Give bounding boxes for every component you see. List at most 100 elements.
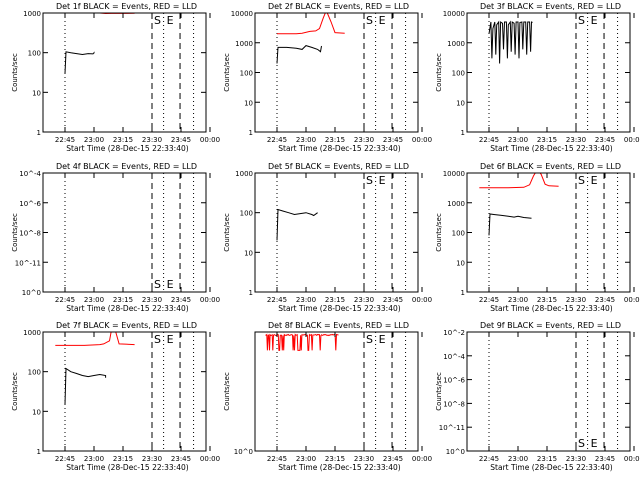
x-tick-label: 23:30 bbox=[142, 296, 162, 304]
x-tick-label: 22:45 bbox=[267, 455, 287, 463]
series-lld-line bbox=[277, 13, 345, 35]
x-tick-label: 23:45 bbox=[595, 296, 615, 304]
x-tick-label: 00:00 bbox=[624, 296, 640, 304]
y-tick-label: 10^-4 bbox=[443, 353, 465, 361]
y-axis-label: Counts/sec bbox=[435, 53, 443, 92]
panel-3: Det 3f BLACK = Events, RED = LLD 1 10 100 10… bbox=[435, 2, 640, 153]
start-marker-label: S bbox=[154, 14, 161, 27]
series-events-line bbox=[276, 208, 318, 241]
start-marker-label: S bbox=[154, 333, 161, 346]
x-tick-label: 23:00 bbox=[508, 455, 528, 463]
x-tick-label: 22:45 bbox=[55, 455, 75, 463]
x-axis-label: Start Time (28-Dec-15 22:33:40) bbox=[278, 304, 400, 313]
y-tick-label: 10^-2 bbox=[443, 329, 465, 337]
x-tick-label: 23:15 bbox=[325, 296, 345, 304]
x-tick-label: 23:30 bbox=[142, 455, 162, 463]
series-lld-line bbox=[55, 332, 135, 346]
x-tick-label: 23:00 bbox=[508, 136, 528, 144]
x-tick-label: 23:45 bbox=[383, 455, 403, 463]
y-tick-label: 1000 bbox=[23, 10, 41, 18]
y-axis-label: Counts/sec bbox=[435, 372, 443, 411]
y-tick-label: 1 bbox=[249, 289, 253, 297]
x-tick-label: 22:45 bbox=[479, 136, 499, 144]
y-tick-label: 100 bbox=[28, 369, 41, 377]
series-lld-line bbox=[265, 333, 339, 351]
x-tick-label: 23:00 bbox=[296, 296, 316, 304]
x-tick-label: 00:00 bbox=[412, 296, 432, 304]
y-tick-label: 1 bbox=[461, 289, 465, 297]
x-tick-label: 23:15 bbox=[113, 136, 133, 144]
y-tick-label: 10000 bbox=[231, 10, 253, 18]
end-marker-label: E bbox=[591, 437, 598, 450]
y-tick-label: 10000 bbox=[443, 170, 465, 178]
x-tick-label: 23:00 bbox=[296, 136, 316, 144]
x-tick-label: 00:00 bbox=[200, 296, 220, 304]
x-tick-label: 23:00 bbox=[84, 455, 104, 463]
x-tick-label: 23:30 bbox=[354, 136, 374, 144]
x-tick-label: 22:45 bbox=[55, 296, 75, 304]
x-tick-label: 23:00 bbox=[508, 296, 528, 304]
x-axis-label: Start Time (28-Dec-15 22:33:40) bbox=[490, 144, 612, 153]
panel-5: Det 5f BLACK = Events, RED = LLD 1 10 100 10… bbox=[223, 162, 432, 313]
y-tick-label: 100 bbox=[28, 50, 41, 58]
x-tick-label: 22:45 bbox=[267, 136, 287, 144]
x-tick-label: 23:30 bbox=[354, 296, 374, 304]
plot-frame bbox=[466, 172, 631, 293]
y-tick-label: 10^-11 bbox=[439, 424, 465, 432]
x-tick-label: 23:45 bbox=[595, 455, 615, 463]
series-events-line bbox=[64, 367, 107, 405]
end-marker-label: E bbox=[167, 278, 174, 291]
y-tick-label: 10^-8 bbox=[19, 230, 41, 238]
y-tick-label: 1 bbox=[461, 129, 465, 137]
x-tick-label: 00:00 bbox=[200, 136, 220, 144]
x-tick-label: 00:00 bbox=[200, 455, 220, 463]
start-marker-label: S bbox=[366, 14, 373, 27]
panel-title: Det 5f BLACK = Events, RED = LLD bbox=[268, 162, 409, 171]
start-marker-label: S bbox=[578, 437, 585, 450]
plot-frame bbox=[254, 172, 419, 293]
x-axis-label: Start Time (28-Dec-15 22:33:40) bbox=[66, 463, 188, 472]
x-tick-label: 00:00 bbox=[412, 136, 432, 144]
y-tick-label: 100 bbox=[452, 70, 465, 78]
series-events-line bbox=[488, 20, 533, 64]
y-tick-label: 100 bbox=[452, 230, 465, 238]
end-marker-label: E bbox=[167, 333, 174, 346]
x-tick-label: 22:45 bbox=[479, 455, 499, 463]
x-tick-label: 23:15 bbox=[113, 296, 133, 304]
x-tick-label: 00:00 bbox=[624, 136, 640, 144]
y-tick-label: 100 bbox=[240, 210, 253, 218]
panel-title: Det 3f BLACK = Events, RED = LLD bbox=[480, 2, 621, 11]
y-tick-label: 10^-8 bbox=[443, 400, 465, 408]
end-marker-label: E bbox=[591, 174, 598, 187]
y-axis-label: Counts/sec bbox=[11, 53, 19, 92]
x-tick-label: 23:30 bbox=[566, 296, 586, 304]
end-marker-label: E bbox=[379, 174, 386, 187]
y-axis-label: Counts/sec bbox=[435, 213, 443, 252]
x-tick-label: 23:15 bbox=[537, 136, 557, 144]
x-axis-label: Start Time (28-Dec-15 22:33:40) bbox=[278, 144, 400, 153]
x-tick-label: 22:45 bbox=[55, 136, 75, 144]
y-tick-label: 1000 bbox=[447, 200, 465, 208]
x-tick-label: 23:15 bbox=[325, 136, 345, 144]
y-tick-label: 10^0 bbox=[446, 448, 465, 456]
x-tick-label: 23:00 bbox=[84, 136, 104, 144]
plot-frame bbox=[466, 331, 631, 452]
x-tick-label: 22:45 bbox=[267, 296, 287, 304]
start-marker-label: S bbox=[154, 278, 161, 291]
x-tick-label: 23:45 bbox=[171, 455, 191, 463]
panel-2: Det 2f BLACK = Events, RED = LLD 1 10 100 10… bbox=[223, 2, 432, 153]
panel-9: Det 9f BLACK = Events, RED = LLD 10^0 10^-… bbox=[435, 321, 640, 472]
x-tick-label: 23:30 bbox=[566, 455, 586, 463]
y-tick-label: 10^-11 bbox=[15, 259, 41, 267]
x-tick-label: 23:45 bbox=[171, 136, 191, 144]
x-tick-label: 23:15 bbox=[325, 455, 345, 463]
end-marker-label: E bbox=[379, 14, 386, 27]
panel-title: Det 9f BLACK = Events, RED = LLD bbox=[480, 321, 621, 330]
plot-frame bbox=[254, 331, 419, 452]
x-tick-label: 23:45 bbox=[383, 136, 403, 144]
y-tick-label: 1000 bbox=[447, 40, 465, 48]
y-tick-label: 10000 bbox=[443, 10, 465, 18]
x-tick-label: 23:30 bbox=[354, 455, 374, 463]
y-tick-label: 10 bbox=[32, 408, 41, 416]
